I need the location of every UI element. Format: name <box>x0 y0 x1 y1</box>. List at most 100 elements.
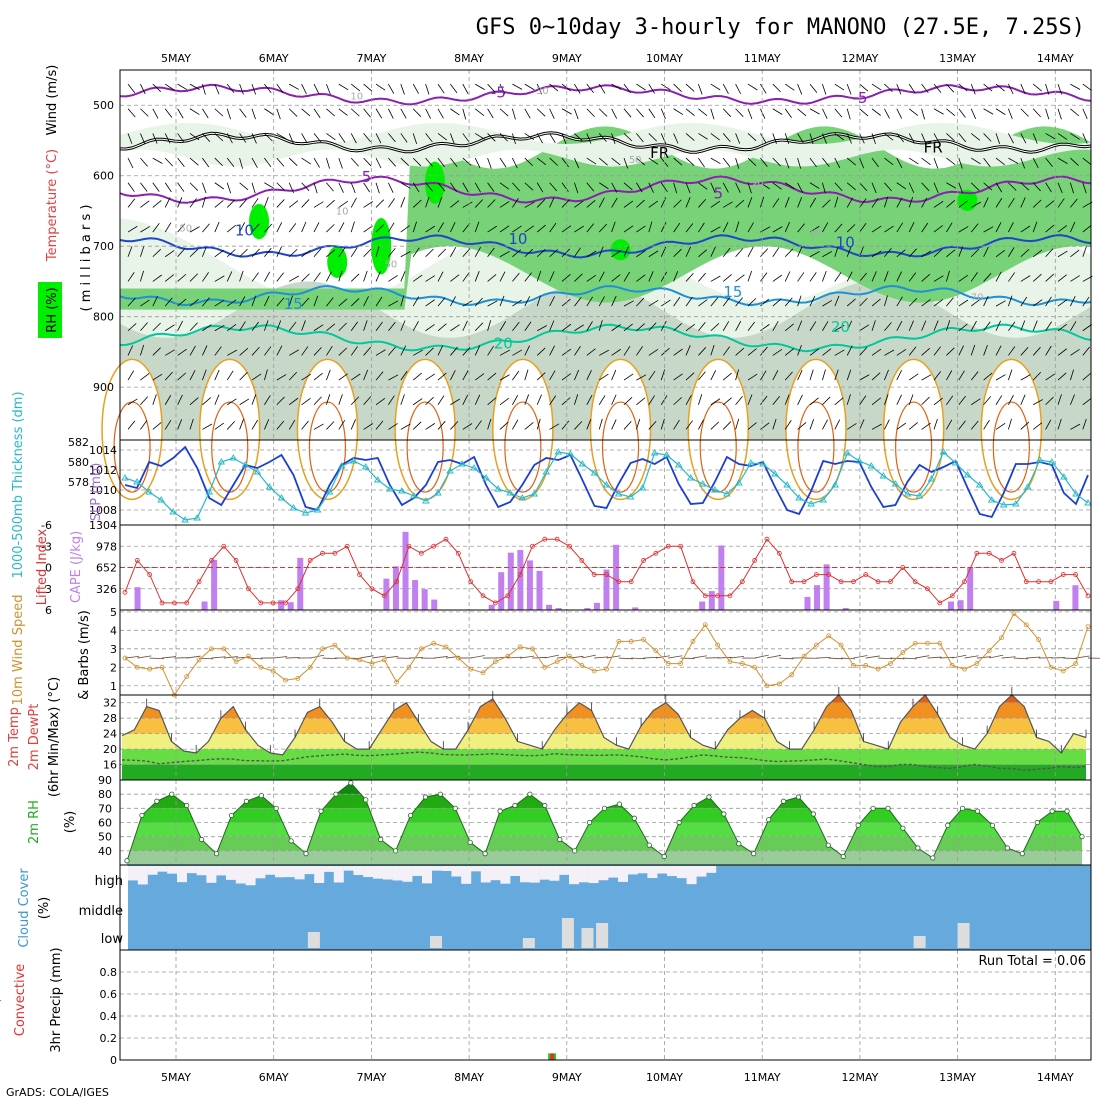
wind-barb <box>301 199 310 208</box>
wind-barb <box>1020 249 1030 258</box>
li-marker <box>184 600 190 606</box>
wind-barb <box>673 157 683 166</box>
wind-barb <box>599 349 610 356</box>
rh-tick-label: 40 <box>98 845 112 858</box>
wind-barb <box>425 196 430 208</box>
wind-barb <box>995 422 1006 430</box>
boundary-layer-cell <box>980 358 1043 501</box>
rh-marker <box>348 780 354 786</box>
wind-barb <box>896 108 903 119</box>
wind-barb <box>223 656 238 659</box>
wind-barb <box>797 320 803 331</box>
wind-barb <box>363 270 368 282</box>
wind-barb <box>226 271 233 282</box>
wind-barb <box>809 397 819 406</box>
wind-barb <box>152 133 158 144</box>
thickness-marker <box>241 461 250 468</box>
thickness-marker <box>506 489 514 496</box>
wind-barb <box>779 657 794 660</box>
wind-barb <box>288 223 297 233</box>
wind-barb <box>561 373 572 381</box>
wind-barb <box>425 423 436 430</box>
wind-barb <box>636 225 646 233</box>
wind-barb <box>1045 321 1053 331</box>
wind-barb <box>735 108 744 117</box>
wind-barb <box>474 271 480 282</box>
wind-barb <box>450 200 460 208</box>
wind-barb <box>921 182 930 192</box>
wind-barb <box>487 157 492 169</box>
wind-marker <box>406 664 412 670</box>
wind-barb <box>524 157 533 167</box>
wind-barb <box>598 418 603 430</box>
cloud-clear-high <box>245 866 256 886</box>
wind-barb <box>226 370 234 381</box>
cloud-gap <box>307 932 320 948</box>
wind-barb <box>189 370 196 381</box>
wind-barb <box>636 108 644 118</box>
wind-barb <box>140 420 148 430</box>
wind-barb <box>859 182 868 192</box>
wind-barb <box>326 199 335 208</box>
temperature-axis-label: Temperature (°C) <box>45 149 60 262</box>
wind-barb <box>388 222 395 233</box>
wind-barb <box>772 247 780 257</box>
wind-barb <box>164 197 171 208</box>
wind-barb <box>1020 108 1029 117</box>
pressure-tick-label: 500 <box>93 99 114 112</box>
rh-marker <box>392 848 399 854</box>
cape-bar <box>488 604 495 610</box>
cloud-clear-high <box>529 866 540 883</box>
contour-label: 10 <box>350 92 363 103</box>
li-marker <box>480 593 486 599</box>
wind-barb <box>425 182 433 192</box>
li-marker <box>221 543 227 549</box>
wind-barb <box>288 349 299 356</box>
thickness-tick-label: 580 <box>68 456 89 469</box>
wind-barb <box>127 420 136 430</box>
thickness-marker <box>891 480 900 487</box>
wind-barb <box>189 418 194 430</box>
thickness-marker <box>470 464 478 471</box>
rh-marker <box>557 836 563 843</box>
wind-barb <box>735 248 744 258</box>
contour-label: FR <box>924 139 943 157</box>
wind-barb <box>871 250 882 258</box>
wind-barb <box>532 656 547 659</box>
wind-barb <box>673 271 679 282</box>
thickness-marker <box>711 486 719 493</box>
wind-barb <box>648 395 655 405</box>
wind-barb <box>846 157 856 166</box>
wind-marker <box>702 622 708 628</box>
wind-barb <box>846 197 853 208</box>
wind-barb <box>400 197 406 208</box>
wind-barb <box>636 157 646 166</box>
wind-barb <box>859 347 868 356</box>
wind-barb <box>970 83 976 95</box>
cloud-gap <box>957 923 970 948</box>
wind-barb <box>152 222 160 233</box>
wind-barb <box>822 157 830 167</box>
wind-barb <box>933 108 944 115</box>
wind-barb <box>288 419 296 430</box>
wind-barb <box>288 200 299 208</box>
wind-barb <box>1082 246 1087 257</box>
wind-barb <box>933 371 942 381</box>
rh-marker <box>766 817 772 823</box>
wind-axis-label: Wind (m/s) <box>45 65 60 136</box>
thickness-marker <box>903 490 912 497</box>
li-marker <box>492 600 498 606</box>
wind-barb <box>834 419 841 430</box>
wind-barb <box>487 300 498 307</box>
wind-barb <box>747 108 753 120</box>
day-label-top: 12MAY <box>841 52 878 65</box>
thickness-marker <box>157 496 165 503</box>
wind-barb <box>326 108 335 117</box>
wind-barb <box>425 108 431 119</box>
wind-marker <box>196 657 202 663</box>
wind-barb <box>1045 200 1055 208</box>
rh-marker <box>273 805 279 811</box>
wind-barb <box>921 108 926 120</box>
wind-barb <box>586 108 595 117</box>
cape-bar <box>536 570 543 610</box>
